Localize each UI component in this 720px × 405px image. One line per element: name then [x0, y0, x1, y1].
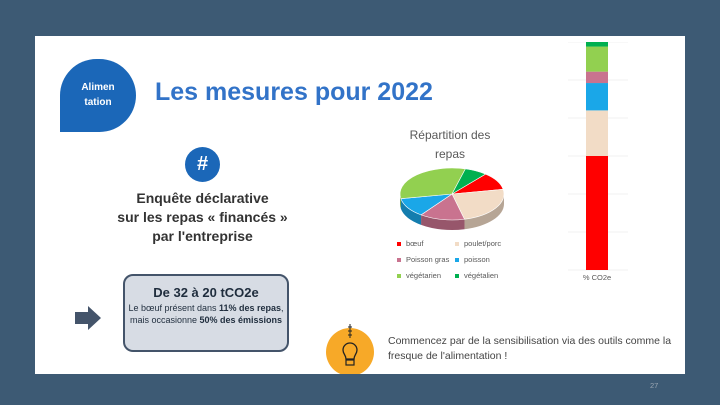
- bar-segment: [586, 71, 608, 84]
- emissions-text-1: Le bœuf présent dans: [128, 303, 219, 313]
- emissions-headline: De 32 à 20 tCO2e: [153, 285, 259, 300]
- pie-slice: [451, 168, 487, 195]
- emissions-bold-1: 11% des repas: [219, 303, 282, 313]
- legend-label: bœuf: [406, 239, 424, 248]
- pie-slice-side: [400, 198, 422, 225]
- legend-label: végétalien: [464, 271, 499, 280]
- pie-slice-side: [464, 194, 504, 230]
- bar-segment: [586, 83, 608, 111]
- pie-slice-side: [421, 214, 465, 230]
- legend-item-vegetarien: végétarien: [397, 271, 455, 280]
- enquete-text: Enquête déclarative sur les repas « fina…: [95, 189, 310, 246]
- legend-item-boeuf: bœuf: [397, 239, 455, 248]
- bar-category-label: % CO2e: [582, 273, 612, 282]
- legend-swatch: [397, 273, 401, 278]
- legend-item-poisson: poisson: [455, 255, 513, 264]
- emissions-bold-2: 50% des émissions: [199, 314, 283, 325]
- pie-legend: bœuf poulet/porc Poisson gras poisson vé…: [397, 239, 562, 287]
- enquete-line-2: sur les repas « financés »: [117, 208, 288, 225]
- legend-swatch: [455, 257, 459, 262]
- enquete-line-3: par l'entreprise: [152, 227, 253, 244]
- legend-swatch: [397, 257, 401, 262]
- legend-swatch: [397, 241, 401, 246]
- bar-segment: [586, 46, 608, 72]
- section-tag-label: Alimen tation: [81, 82, 115, 108]
- lightbulb-icon: [326, 324, 374, 374]
- stacked-bar-chart: [568, 42, 628, 271]
- legend-swatch: [455, 241, 459, 246]
- arrow-right-icon: [75, 306, 101, 330]
- enquete-line-1: Enquête déclarative: [136, 190, 269, 206]
- bar-segment: [586, 42, 608, 47]
- legend-label: poisson: [464, 255, 490, 264]
- legend-label: végétarien: [406, 271, 442, 280]
- legend-row: Poisson gras poisson: [397, 255, 562, 264]
- hash-icon: #: [185, 147, 220, 182]
- bar-segment: [586, 156, 608, 270]
- bar-segment: [586, 110, 608, 156]
- pie-chart: [399, 167, 505, 230]
- pie-slice: [399, 167, 466, 199]
- legend-row: végétarien végétalien: [397, 271, 562, 280]
- legend-row: bœuf poulet/porc: [397, 239, 562, 248]
- pie-chart-title: Répartition des repas: [409, 128, 491, 162]
- section-tag: Alimen tation: [60, 59, 136, 132]
- tip-text: Commencez par de la sensibilisation via …: [388, 335, 672, 362]
- legend-item-poulet: poulet/porc: [455, 239, 513, 248]
- pie-slice: [451, 189, 505, 220]
- page-number: 27: [650, 381, 659, 390]
- legend-item-vegetalien: végétalien: [455, 271, 513, 280]
- page-title: Les mesures pour 2022: [155, 78, 433, 106]
- emissions-text: Le bœuf présent dans 11% des repas, mais…: [125, 303, 287, 326]
- emissions-box: De 32 à 20 tCO2e Le bœuf présent dans 11…: [123, 274, 289, 352]
- legend-item-poisson-gras: Poisson gras: [397, 255, 455, 264]
- slide: Alimen tation Les mesures pour 2022 # En…: [35, 36, 685, 374]
- legend-swatch: [455, 273, 459, 278]
- legend-label: Poisson gras: [406, 255, 450, 264]
- emissions-text-2: , mais occasionne: [129, 303, 284, 325]
- legend-label: poulet/porc: [464, 239, 502, 248]
